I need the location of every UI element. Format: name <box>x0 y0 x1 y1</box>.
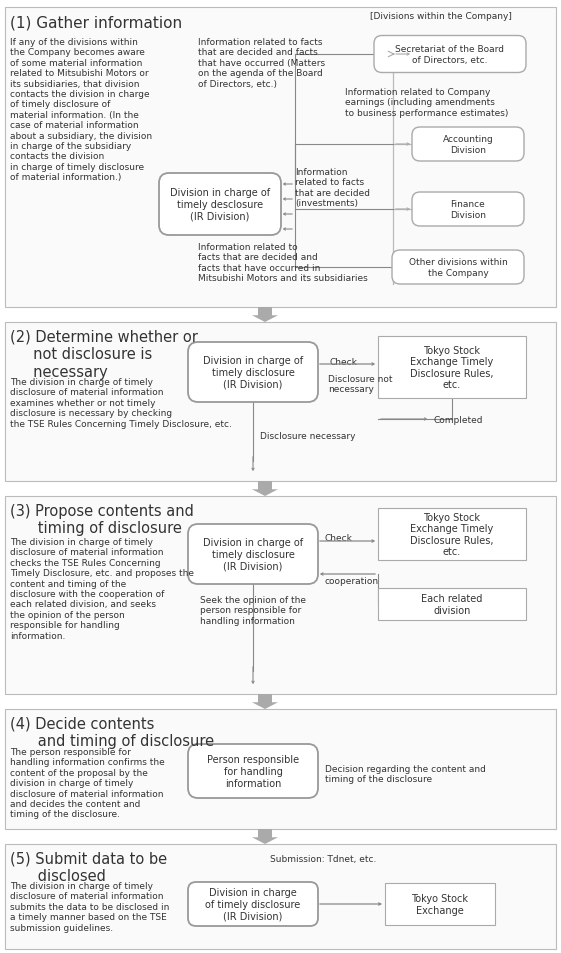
Text: The person responsible for
handling information confirms the
content of the prop: The person responsible for handling info… <box>10 747 165 819</box>
Text: Person responsible
for handling
information: Person responsible for handling informat… <box>207 755 299 788</box>
FancyBboxPatch shape <box>392 251 524 285</box>
FancyBboxPatch shape <box>159 173 281 235</box>
Text: Each related
division: Each related division <box>421 594 482 615</box>
Text: Disclosure not
necessary: Disclosure not necessary <box>328 375 393 394</box>
Polygon shape <box>252 481 278 497</box>
FancyBboxPatch shape <box>188 524 318 584</box>
Text: Division in charge of
timely disclosure
(IR Division): Division in charge of timely disclosure … <box>203 537 303 571</box>
Text: (5) Submit data to be
      disclosed: (5) Submit data to be disclosed <box>10 851 167 883</box>
Text: (3) Propose contents and
      timing of disclosure: (3) Propose contents and timing of discl… <box>10 503 194 536</box>
Text: Check: Check <box>325 534 353 542</box>
FancyBboxPatch shape <box>188 882 318 926</box>
Text: Finance
Division: Finance Division <box>450 200 486 219</box>
Text: [Divisions within the Company]: [Divisions within the Company] <box>370 12 512 21</box>
Bar <box>385 883 495 925</box>
Bar <box>5 8 556 308</box>
Bar <box>378 336 526 398</box>
Text: Division in charge of
timely desclosure
(IR Division): Division in charge of timely desclosure … <box>170 188 270 221</box>
Text: The division in charge of timely
disclosure of material information
submits the : The division in charge of timely disclos… <box>10 882 169 932</box>
Text: cooperation: cooperation <box>325 577 379 585</box>
FancyBboxPatch shape <box>374 36 526 73</box>
Text: Other divisions within
the Company: Other divisions within the Company <box>408 258 507 277</box>
Text: (1) Gather information: (1) Gather information <box>10 15 182 30</box>
Bar <box>378 588 526 620</box>
Text: Disclosure necessary: Disclosure necessary <box>260 432 356 440</box>
Text: Division in charge of
timely disclosure
(IR Division): Division in charge of timely disclosure … <box>203 356 303 389</box>
Polygon shape <box>252 308 278 323</box>
Polygon shape <box>252 829 278 844</box>
FancyBboxPatch shape <box>188 343 318 402</box>
Text: Information related to Company
earnings (including amendments
to business perfor: Information related to Company earnings … <box>345 88 508 117</box>
Text: Accounting
Division: Accounting Division <box>443 135 493 154</box>
Text: (2) Determine whether or
     not disclosure is
     necessary: (2) Determine whether or not disclosure … <box>10 330 198 379</box>
Text: Decision regarding the content and
timing of the disclosure: Decision regarding the content and timin… <box>325 764 486 783</box>
Text: Tokyo Stock
Exchange Timely
Disclosure Rules,
etc.: Tokyo Stock Exchange Timely Disclosure R… <box>410 512 494 557</box>
Text: Tokyo Stock
Exchange: Tokyo Stock Exchange <box>412 893 468 915</box>
Text: Check: Check <box>330 357 358 367</box>
Text: Division in charge
of timely disclosure
(IR Division): Division in charge of timely disclosure … <box>205 887 301 921</box>
Text: Information related to
facts that are decided and
facts that have occurred in
Mi: Information related to facts that are de… <box>198 243 368 283</box>
Text: (4) Decide contents
      and timing of disclosure: (4) Decide contents and timing of disclo… <box>10 717 214 749</box>
Bar <box>5 323 556 481</box>
Text: Secretariat of the Board
of Directors, etc.: Secretariat of the Board of Directors, e… <box>396 45 504 65</box>
Text: If any of the divisions within
the Company becomes aware
of some material inform: If any of the divisions within the Compa… <box>10 38 152 182</box>
Text: Tokyo Stock
Exchange Timely
Disclosure Rules,
etc.: Tokyo Stock Exchange Timely Disclosure R… <box>410 345 494 390</box>
Bar <box>5 497 556 695</box>
Text: Seek the opinion of the
person responsible for
handling information: Seek the opinion of the person responsib… <box>200 596 306 625</box>
FancyBboxPatch shape <box>188 744 318 799</box>
Text: Submission: Tdnet, etc.: Submission: Tdnet, etc. <box>270 854 376 863</box>
Text: Information
related to facts
that are decided
(investments): Information related to facts that are de… <box>295 168 370 208</box>
Polygon shape <box>252 695 278 709</box>
FancyBboxPatch shape <box>412 193 524 227</box>
Text: The division in charge of timely
disclosure of material information
examines whe: The division in charge of timely disclos… <box>10 377 232 428</box>
Text: Completed: Completed <box>434 416 484 424</box>
Text: The division in charge of timely
disclosure of material information
checks the T: The division in charge of timely disclos… <box>10 537 194 639</box>
Text: Information related to facts
that are decided and facts
that have occurred (Matt: Information related to facts that are de… <box>198 38 325 89</box>
Bar <box>5 709 556 829</box>
Bar <box>378 509 526 560</box>
FancyBboxPatch shape <box>412 128 524 162</box>
Bar <box>5 844 556 949</box>
